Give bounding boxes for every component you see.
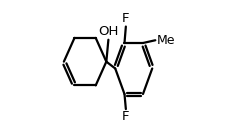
Text: Me: Me	[157, 34, 175, 47]
Text: F: F	[122, 110, 130, 123]
Text: OH: OH	[98, 25, 119, 38]
Text: F: F	[122, 12, 130, 25]
